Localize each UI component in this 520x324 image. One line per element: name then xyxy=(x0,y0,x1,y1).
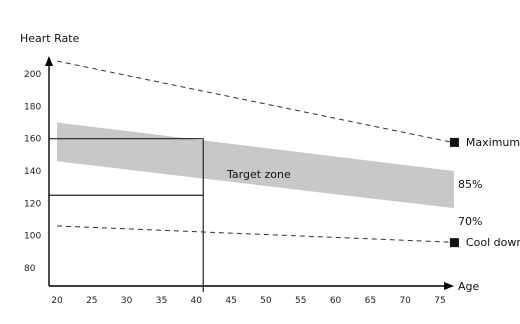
maximum-legend-label: Maximum xyxy=(466,136,520,149)
x-tick-label: 35 xyxy=(156,296,167,306)
y-tick-label: 80 xyxy=(24,264,36,274)
y-tick-label: 200 xyxy=(24,70,41,80)
band-lower-label: 70% xyxy=(458,215,482,228)
y-tick-label: 120 xyxy=(24,199,41,209)
x-tick-label: 25 xyxy=(86,296,97,306)
x-axis-title: Age xyxy=(458,280,480,293)
maximum-marker xyxy=(449,137,459,147)
x-tick-label: 65 xyxy=(365,296,376,306)
cool-down-legend-label: Cool down xyxy=(466,236,520,249)
y-tick-label: 100 xyxy=(24,232,41,242)
x-tick-label: 55 xyxy=(295,296,306,306)
cool-down-marker xyxy=(449,238,459,248)
y-axis-title: Heart Rate xyxy=(20,32,80,45)
x-tick-label: 70 xyxy=(399,296,411,306)
y-axis-arrow xyxy=(45,56,53,66)
cool-down-line xyxy=(56,225,450,243)
x-axis-arrow xyxy=(444,282,454,290)
x-tick-label: 40 xyxy=(191,296,203,306)
band-upper-label: 85% xyxy=(458,178,482,191)
maximum-line xyxy=(56,60,451,143)
target-zone-label: Target zone xyxy=(226,168,291,181)
y-tick-label: 140 xyxy=(24,167,41,177)
target-zone-band xyxy=(57,122,454,209)
y-tick-label: 160 xyxy=(24,135,41,145)
x-tick-label: 75 xyxy=(434,296,445,306)
x-tick-label: 60 xyxy=(330,296,342,306)
x-tick-label: 50 xyxy=(260,296,272,306)
y-tick-label: 180 xyxy=(24,102,41,112)
x-tick-label: 20 xyxy=(51,296,63,306)
x-tick-label: 30 xyxy=(121,296,133,306)
x-tick-label: 45 xyxy=(225,296,236,306)
